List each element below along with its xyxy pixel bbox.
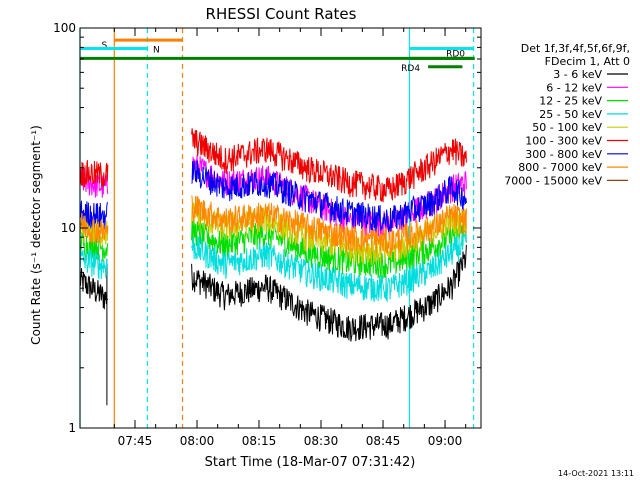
y-tick-label-0: 1: [68, 421, 76, 435]
series-line-3-segment-0: [79, 249, 109, 280]
series-line-3-segment-1: [191, 230, 467, 303]
x-tick-label-2: 08:15: [242, 434, 277, 448]
legend-label-6: 300 - 800 keV: [525, 148, 602, 161]
legend-label-5: 100 - 300 keV: [525, 135, 602, 148]
interval-label-1: N: [153, 46, 160, 56]
legend-label-3: 25 - 50 keV: [539, 108, 602, 121]
series-layer: [79, 128, 467, 342]
x-tick-label-5: 09:00: [428, 434, 463, 448]
series-line-5-segment-0: [79, 160, 109, 188]
x-tick-label-1: 08:00: [180, 434, 215, 448]
legend-header-1: FDecim 1, Att 0: [545, 55, 630, 68]
legend: Det 1f,3f,4f,5f,6f,9f,FDecim 1, Att 03 -…: [504, 42, 630, 187]
series-line-5-segment-1: [191, 128, 467, 203]
series-line-0-segment-0: [79, 268, 109, 310]
series-line-7-segment-1: [191, 195, 467, 256]
interval-label-0: S: [101, 41, 107, 51]
interval-label-5: RD4: [401, 64, 420, 74]
legend-label-1: 6 - 12 keV: [546, 81, 602, 94]
legend-label-4: 50 - 100 keV: [532, 121, 602, 134]
x-tick-label-4: 08:45: [366, 434, 401, 448]
series-line-0-segment-1: [191, 244, 467, 342]
interval-label-4: RD0: [446, 49, 465, 59]
legend-label-2: 12 - 25 keV: [539, 95, 602, 108]
legend-header-0: Det 1f,3f,4f,5f,6f,9f,: [521, 42, 630, 55]
legend-label-0: 3 - 6 keV: [553, 68, 602, 81]
footer-timestamp: 14-Oct-2021 13:11: [558, 469, 634, 478]
y-tick-label-1: 10: [61, 221, 76, 235]
legend-label-7: 800 - 7000 keV: [518, 161, 602, 174]
axes-layer: 1 10 100 07:45 08:00 08:15 08:30 08:45 09:00: [53, 21, 481, 448]
legend-label-8: 7000 - 15000 keV: [504, 174, 602, 187]
annotations-layer: S N RD0 RD4: [79, 28, 475, 428]
y-axis-label: Count Rate (s⁻¹ detector segment⁻¹): [29, 125, 43, 345]
series-line-1-segment-1: [191, 154, 467, 238]
series-line-7-segment-0: [79, 212, 109, 244]
x-tick-label-3: 08:30: [304, 434, 339, 448]
y-tick-label-2: 100: [53, 21, 76, 35]
x-tick-label-0: 07:45: [118, 434, 153, 448]
series-line-6-segment-1: [191, 160, 467, 233]
chart-title: RHESSI Count Rates: [206, 5, 357, 23]
x-axis-label: Start Time (18-Mar-07 07:31:42): [205, 455, 416, 470]
